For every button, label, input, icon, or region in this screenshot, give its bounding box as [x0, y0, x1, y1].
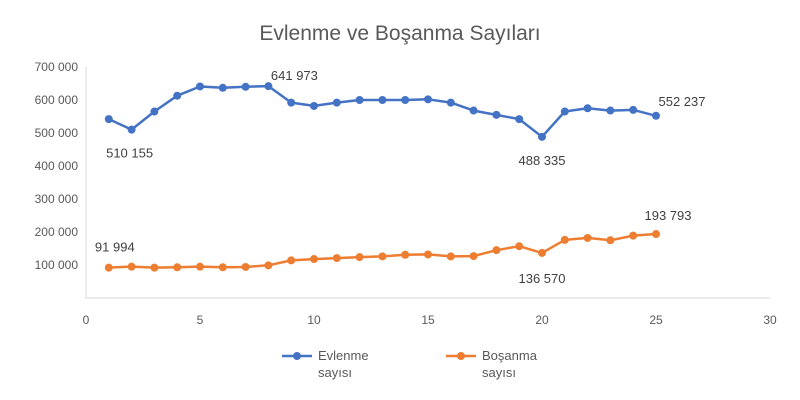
data-label: 510 155	[106, 146, 153, 161]
data-point	[424, 95, 432, 104]
chart-title: Evlenme ve Boşanma Sayıları	[259, 22, 540, 45]
data-point	[560, 235, 569, 244]
data-point	[264, 261, 273, 270]
y-tick-label: 300 000	[35, 192, 79, 206]
data-point	[287, 256, 296, 265]
data-point	[241, 82, 250, 91]
data-point	[196, 262, 204, 271]
data-point	[515, 115, 524, 124]
data-point	[310, 101, 318, 110]
y-tick-label: 600 000	[35, 93, 79, 107]
data-label: 488 335	[519, 153, 566, 168]
x-tick-label: 25	[649, 313, 663, 327]
data-point	[378, 96, 387, 104]
data-point	[401, 96, 410, 104]
data-point	[173, 91, 182, 100]
y-tick-label: 700 000	[35, 60, 79, 74]
data-point	[127, 125, 136, 134]
data-point	[150, 107, 159, 116]
data-labels: 510 155 641 973 488 335 552 237 91 994 136 57…	[95, 68, 706, 286]
data-point	[492, 246, 501, 255]
data-point	[424, 250, 432, 259]
data-point	[538, 248, 546, 257]
data-point	[355, 253, 364, 262]
data-point	[127, 262, 136, 271]
legend: Evlenme sayısı Boşanma sayısı	[282, 348, 538, 380]
legend-entry-1: Evlenme sayısı	[282, 348, 369, 380]
data-point	[104, 263, 113, 272]
data-point	[515, 242, 524, 251]
series-2	[104, 230, 660, 272]
data-point	[104, 115, 113, 124]
data-point	[606, 106, 615, 115]
data-point	[652, 111, 660, 120]
data-label: 91 994	[95, 240, 135, 255]
data-point	[606, 236, 615, 245]
legend-label: Evlenme	[318, 348, 369, 363]
data-point	[150, 263, 159, 272]
data-point	[173, 263, 182, 272]
y-tick-label: 200 000	[35, 225, 79, 239]
data-point	[378, 252, 387, 261]
y-tick-label: 500 000	[35, 126, 79, 140]
y-tick-label: 400 000	[35, 159, 79, 173]
data-point	[446, 98, 455, 107]
series-line	[108, 232, 657, 269]
data-point	[538, 132, 546, 141]
legend-label: Boşanma	[482, 348, 538, 363]
data-point	[287, 98, 296, 107]
x-tick-label: 5	[197, 313, 204, 327]
data-point	[355, 96, 364, 104]
data-point	[264, 82, 273, 91]
x-tick-label: 15	[421, 313, 435, 327]
x-tick-label: 10	[307, 313, 321, 327]
data-point	[583, 233, 592, 242]
legend-label: sayısı	[318, 365, 352, 380]
data-point	[629, 231, 638, 240]
data-point	[401, 250, 410, 259]
y-tick-label: 100 000	[35, 258, 79, 272]
data-point	[492, 110, 501, 119]
x-tick-label: 20	[535, 313, 549, 327]
axes: 100 000 200 000 300 000 400 000 500 000 600 0…	[35, 60, 777, 327]
data-label: 552 237	[659, 94, 706, 109]
series-1	[104, 82, 660, 141]
data-point	[332, 254, 341, 263]
legend-marker	[457, 352, 465, 360]
data-point	[469, 106, 478, 115]
series-line	[108, 84, 657, 139]
data-point	[241, 262, 250, 271]
data-point	[583, 104, 592, 113]
data-label: 136 570	[519, 271, 566, 286]
data-point	[196, 82, 204, 91]
data-point	[218, 263, 227, 272]
data-point	[629, 105, 638, 114]
data-point	[560, 107, 569, 116]
data-point	[218, 83, 227, 92]
legend-label: sayısı	[482, 365, 516, 380]
series-layer	[104, 82, 660, 272]
data-point	[446, 252, 455, 261]
x-tick-label: 30	[763, 313, 777, 327]
x-tick-label: 0	[83, 313, 90, 327]
data-label: 641 973	[271, 68, 318, 83]
data-point	[469, 252, 478, 261]
data-label: 193 793	[645, 208, 692, 223]
data-point	[310, 255, 318, 264]
legend-marker	[293, 352, 301, 360]
data-point	[652, 230, 660, 239]
legend-entry-2: Boşanma sayısı	[446, 348, 538, 380]
data-point	[332, 98, 341, 107]
